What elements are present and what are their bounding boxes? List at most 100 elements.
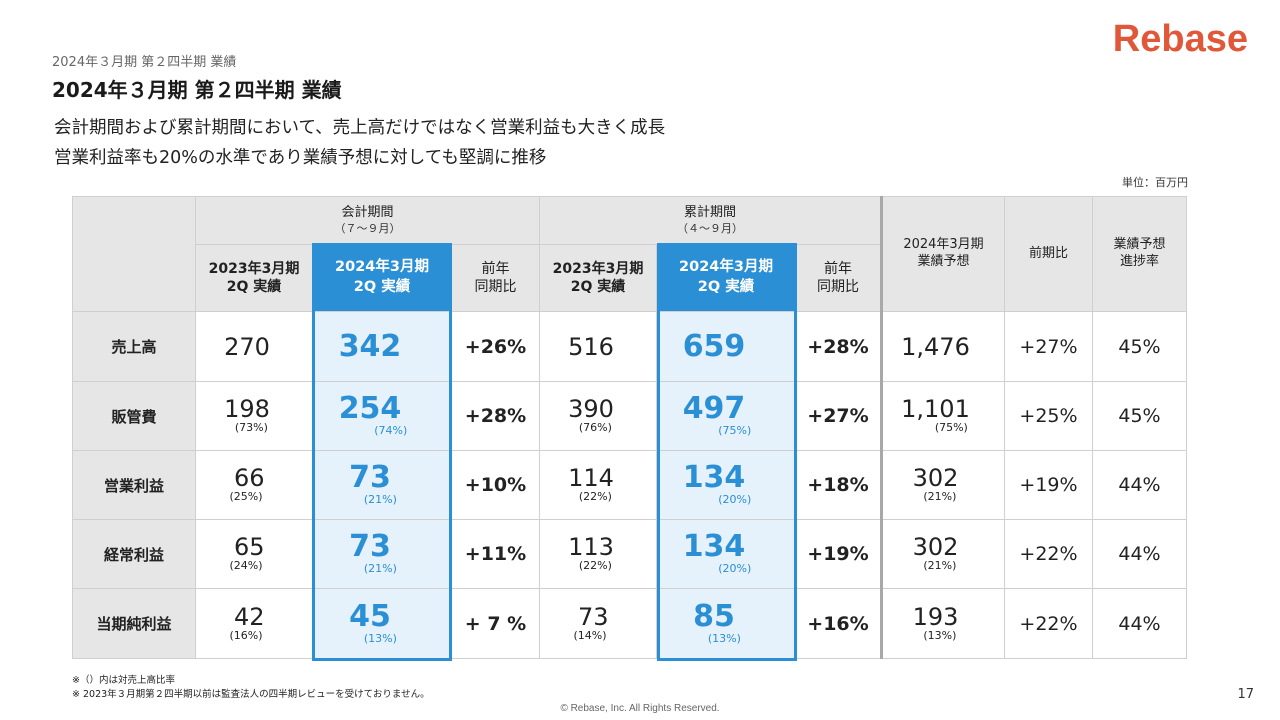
c-curr-header-line2: 2Q 実績 xyxy=(697,279,755,295)
c-prev-cell-value: 390 xyxy=(568,395,614,423)
row-label: 営業利益 xyxy=(72,450,196,520)
c-prev-cell-value: 516 xyxy=(568,332,614,361)
q-prev-cell: 66 (25%) xyxy=(195,450,313,520)
header-cumulative-period: 累計期間 （４〜９月） xyxy=(539,196,883,245)
forecast-cell-value: 302 xyxy=(912,533,959,561)
quarter-period-label: 会計期間 xyxy=(341,204,394,220)
c-yoy-cell: +18% xyxy=(795,450,883,520)
c-curr-header-line1: 2024年3月期 xyxy=(679,259,773,276)
header-progress: 業績予想 進捗率 xyxy=(1092,196,1187,312)
q-prev-cell-ratio: (25%) xyxy=(229,490,263,503)
page-number: 17 xyxy=(1237,687,1254,702)
forecast-cell: 302 (21%) xyxy=(881,519,1005,589)
header-vs-prev: 前期比 xyxy=(1004,196,1093,312)
row-label: 経常利益 xyxy=(72,519,196,589)
q-curr-cell: 73 (21%) xyxy=(312,519,452,589)
vs-prev-cell: +22% xyxy=(1004,519,1093,589)
c-yoy-cell: +28% xyxy=(795,311,883,382)
c-curr-cell: 497 (75%) xyxy=(656,381,796,451)
section-label: 2024年３月期 第２四半期 業績 xyxy=(52,55,237,70)
q-curr-cell-ratio: (74%) xyxy=(374,424,408,437)
c-curr-cell-ratio: (20%) xyxy=(718,562,752,575)
row-label: 販管費 xyxy=(72,381,196,451)
c-prev-cell: 390 (76%) xyxy=(539,381,657,451)
row-label: 当期純利益 xyxy=(72,588,196,659)
forecast-cell: 302 (21%) xyxy=(881,450,1005,520)
c-yoy-cell: +19% xyxy=(795,519,883,589)
vs-prev-cell: +22% xyxy=(1004,588,1093,659)
c-prev-header-line2: 2Q 実績 xyxy=(570,279,626,295)
q-yoy-cell: +10% xyxy=(451,450,540,520)
forecast-cell-value: 1,101 xyxy=(901,395,970,423)
forecast-cell-ratio: (75%) xyxy=(934,421,968,434)
q-prev-cell: 65 (24%) xyxy=(195,519,313,589)
table-row: 経常利益 65 (24%) 73 (21%) +11% 113 (22%) 134 (20%) +1… xyxy=(72,519,1187,589)
forecast-cell: 1,476 xyxy=(881,311,1005,382)
header-c-curr: 2024年3月期 2Q 実績 xyxy=(656,244,796,312)
quarter-period-sub: （７〜９月） xyxy=(334,221,401,235)
forecast-cell-value: 1,476 xyxy=(901,332,970,361)
subtitle-line-2: 営業利益率も20%の水準であり業績予想に対しても堅調に推移 xyxy=(54,148,547,168)
forecast-cell: 193 (13%) xyxy=(881,588,1005,659)
forecast-header-line1: 2024年3月期 xyxy=(903,237,984,253)
q-curr-cell: 254 (74%) xyxy=(312,381,452,451)
q-curr-cell-ratio: (21%) xyxy=(363,562,397,575)
q-curr-header-line2: 2Q 実績 xyxy=(353,279,411,295)
c-prev-cell-value: 113 xyxy=(568,533,614,561)
c-prev-cell: 114 (22%) xyxy=(539,450,657,520)
row-label: 売上高 xyxy=(72,311,196,382)
q-prev-cell-value: 65 xyxy=(233,533,265,561)
table-row: 営業利益 66 (25%) 73 (21%) +10% 114 (22%) 134 (20%) +1… xyxy=(72,450,1187,520)
progress-cell: 44% xyxy=(1092,588,1187,659)
q-curr-cell-value: 254 xyxy=(338,391,402,426)
progress-cell: 45% xyxy=(1092,381,1187,451)
header-forecast: 2024年3月期 業績予想 xyxy=(881,196,1005,312)
c-prev-cell-value: 114 xyxy=(568,464,614,492)
c-yoy-header-line1: 前年 xyxy=(824,260,852,277)
header-corner xyxy=(72,196,196,312)
header-q-curr: 2024年3月期 2Q 実績 xyxy=(312,244,452,312)
c-prev-cell-ratio: (22%) xyxy=(578,490,612,503)
c-curr-cell: 134 (20%) xyxy=(656,450,796,520)
forecast-cell: 1,101 (75%) xyxy=(881,381,1005,451)
q-curr-cell-ratio: (13%) xyxy=(363,631,397,645)
c-yoy-header-line2: 同期比 xyxy=(817,279,859,295)
q-curr-cell: 45 (13%) xyxy=(312,588,452,659)
header-c-yoy: 前年 同期比 xyxy=(795,244,883,312)
footnote-ratio: ※（）内は対売上高比率 xyxy=(72,675,175,686)
financial-results-table: 会計期間 （７〜９月） 累計期間 （４〜９月） 2024年3月期 業績予想 前期… xyxy=(72,196,1187,659)
q-yoy-cell: + 7 % xyxy=(451,588,540,659)
forecast-cell-value: 193 xyxy=(912,602,959,631)
c-prev-cell-ratio: (22%) xyxy=(578,559,612,572)
forecast-cell-ratio: (13%) xyxy=(923,628,957,642)
header-quarter-period: 会計期間 （７〜９月） xyxy=(195,196,540,245)
q-prev-cell: 270 xyxy=(195,311,313,382)
q-prev-cell-value: 198 xyxy=(224,395,270,423)
q-prev-cell-value: 42 xyxy=(233,602,265,631)
q-prev-header-line2: 2Q 実績 xyxy=(226,279,282,295)
c-curr-cell-value: 85 xyxy=(693,598,735,634)
copyright: © Rebase, Inc. All Rights Reserved. xyxy=(560,703,720,714)
c-curr-cell-value: 659 xyxy=(682,328,746,364)
c-prev-cell-ratio: (76%) xyxy=(578,421,612,434)
c-curr-cell-ratio: (20%) xyxy=(718,493,752,506)
q-prev-cell-ratio: (73%) xyxy=(234,421,268,434)
unit-label: 単位：百万円 xyxy=(1122,176,1188,189)
progress-cell: 45% xyxy=(1092,311,1187,382)
vs-prev-cell: +27% xyxy=(1004,311,1093,382)
q-prev-cell-value: 66 xyxy=(233,464,265,492)
q-yoy-cell: +26% xyxy=(451,311,540,382)
vs-prev-cell: +19% xyxy=(1004,450,1093,520)
c-prev-cell-ratio: (14%) xyxy=(573,628,607,642)
q-prev-cell-ratio: (24%) xyxy=(229,559,263,572)
progress-cell: 44% xyxy=(1092,519,1187,589)
table-row: 当期純利益 42 (16%) 45 (13%) + 7 % 73 (14%) 85 (13%) +1… xyxy=(72,588,1187,659)
q-curr-cell-value: 342 xyxy=(338,328,402,364)
footnote-review: ※ 2023年３月期第２四半期以前は監査法人の四半期レビューを受けておりません。 xyxy=(72,689,430,700)
c-prev-cell: 73 (14%) xyxy=(539,588,657,659)
c-curr-cell-ratio: (75%) xyxy=(718,424,752,437)
q-prev-cell: 198 (73%) xyxy=(195,381,313,451)
q-curr-cell-value: 45 xyxy=(349,598,391,634)
q-curr-header-line1: 2024年3月期 xyxy=(335,259,429,276)
c-prev-cell: 516 xyxy=(539,311,657,382)
